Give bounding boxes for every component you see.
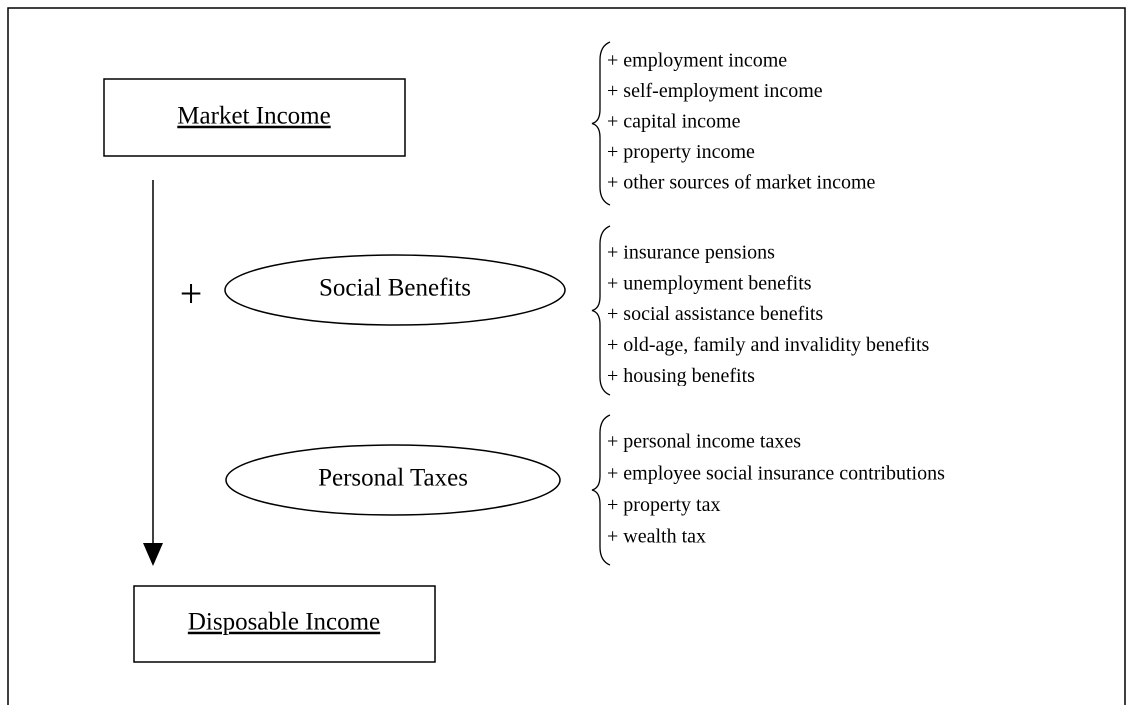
personal-tax-item: + personal income taxes [607,431,801,453]
social-benefits-label: Social Benefits [319,275,471,302]
market-income-box [103,78,406,157]
flow-arrow-head [143,543,163,566]
social-benefits-oval [224,254,566,326]
brace [591,41,611,206]
market-income-item: + capital income [607,111,741,133]
market-income-label: Market Income [177,103,330,130]
social-benefit-item: + insurance pensions [607,242,775,264]
market-income-item: + self-employment income [607,80,823,102]
disposable-income-box [133,585,436,663]
personal-taxes-label: Personal Taxes [318,465,468,492]
social-benefit-item: + housing benefits [607,365,755,387]
disposable-income-label: Disposable Income [188,609,380,636]
social-benefit-item: + social assistance benefits [607,303,823,325]
market-income-item: + other sources of market income [607,172,876,194]
market-income-item: + property income [607,141,755,163]
social-benefit-item: + unemployment benefits [607,272,812,294]
personal-tax-item: + wealth tax [607,526,706,548]
brace [591,225,611,396]
frame [7,7,1126,705]
personal-tax-item: + employee social insurance contribution… [607,462,945,484]
plus-operator: + [180,271,203,316]
personal-taxes-oval [225,444,561,516]
market-income-item: + employment income [607,50,787,72]
brace [591,414,611,566]
social-benefit-item: + old-age, family and invalidity benefit… [607,334,930,356]
personal-tax-item: + property tax [607,494,720,516]
